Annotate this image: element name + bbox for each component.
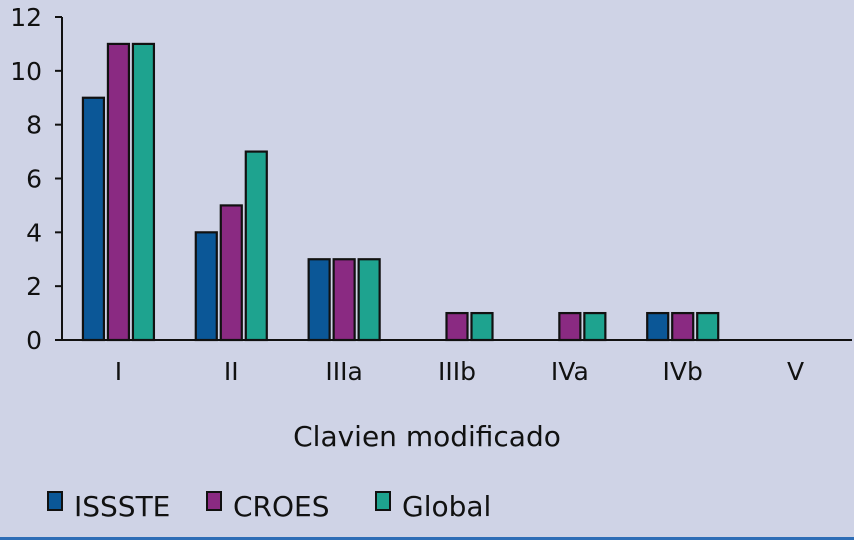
legend-swatch — [47, 491, 63, 511]
bar-global-iiia — [357, 258, 381, 342]
legend-swatch — [375, 491, 391, 511]
bar-global-ivb — [696, 311, 720, 342]
x-tick-label: IVb — [663, 357, 703, 386]
legend-swatch — [206, 491, 222, 511]
x-tick-label: IVa — [551, 357, 589, 386]
x-tick-label: V — [787, 357, 804, 386]
x-tick-label: II — [224, 357, 239, 386]
y-tick-label: 6 — [26, 165, 42, 194]
bar-issste-ivb — [646, 311, 670, 342]
x-axis: I II IIIa IIIb IVa IVb V — [62, 339, 852, 386]
bar-global-i — [131, 42, 156, 342]
legend-label: ISSSTE — [74, 490, 170, 523]
y-tick-label: 8 — [26, 111, 42, 140]
legend-label: Global — [402, 490, 491, 523]
y-tick-label: 4 — [26, 218, 42, 247]
y-tick-label: 0 — [26, 326, 42, 355]
bar-croes-ii — [219, 204, 243, 342]
x-tick-label: IIIb — [438, 357, 476, 386]
bar-global-ii — [244, 150, 268, 342]
bar-issste-ii — [194, 231, 218, 342]
x-tick-label: I — [115, 357, 122, 386]
legend: ISSSTE CROES Global — [47, 490, 491, 523]
y-tick-label: 12 — [10, 3, 42, 32]
bar-global-iiib — [470, 311, 494, 342]
bar-croes-ivb — [671, 311, 695, 342]
bar-issste-i — [81, 96, 106, 342]
bar-croes-iiib — [445, 311, 469, 342]
bar-croes-i — [106, 42, 131, 342]
y-axis: 0 2 4 6 8 10 12 — [10, 3, 63, 355]
bar-global-iva — [583, 311, 607, 342]
x-tick-label: IIIa — [325, 357, 362, 386]
y-tick-label: 10 — [10, 57, 42, 86]
bars-group — [81, 42, 720, 342]
y-tick-label: 2 — [26, 272, 42, 301]
bar-croes-iva — [558, 311, 582, 342]
legend-label: CROES — [233, 490, 330, 523]
bar-croes-iiia — [332, 258, 356, 342]
bar-issste-iiia — [307, 258, 331, 342]
x-axis-title: Clavien modificado — [293, 420, 561, 453]
bottom-rule — [0, 537, 854, 540]
